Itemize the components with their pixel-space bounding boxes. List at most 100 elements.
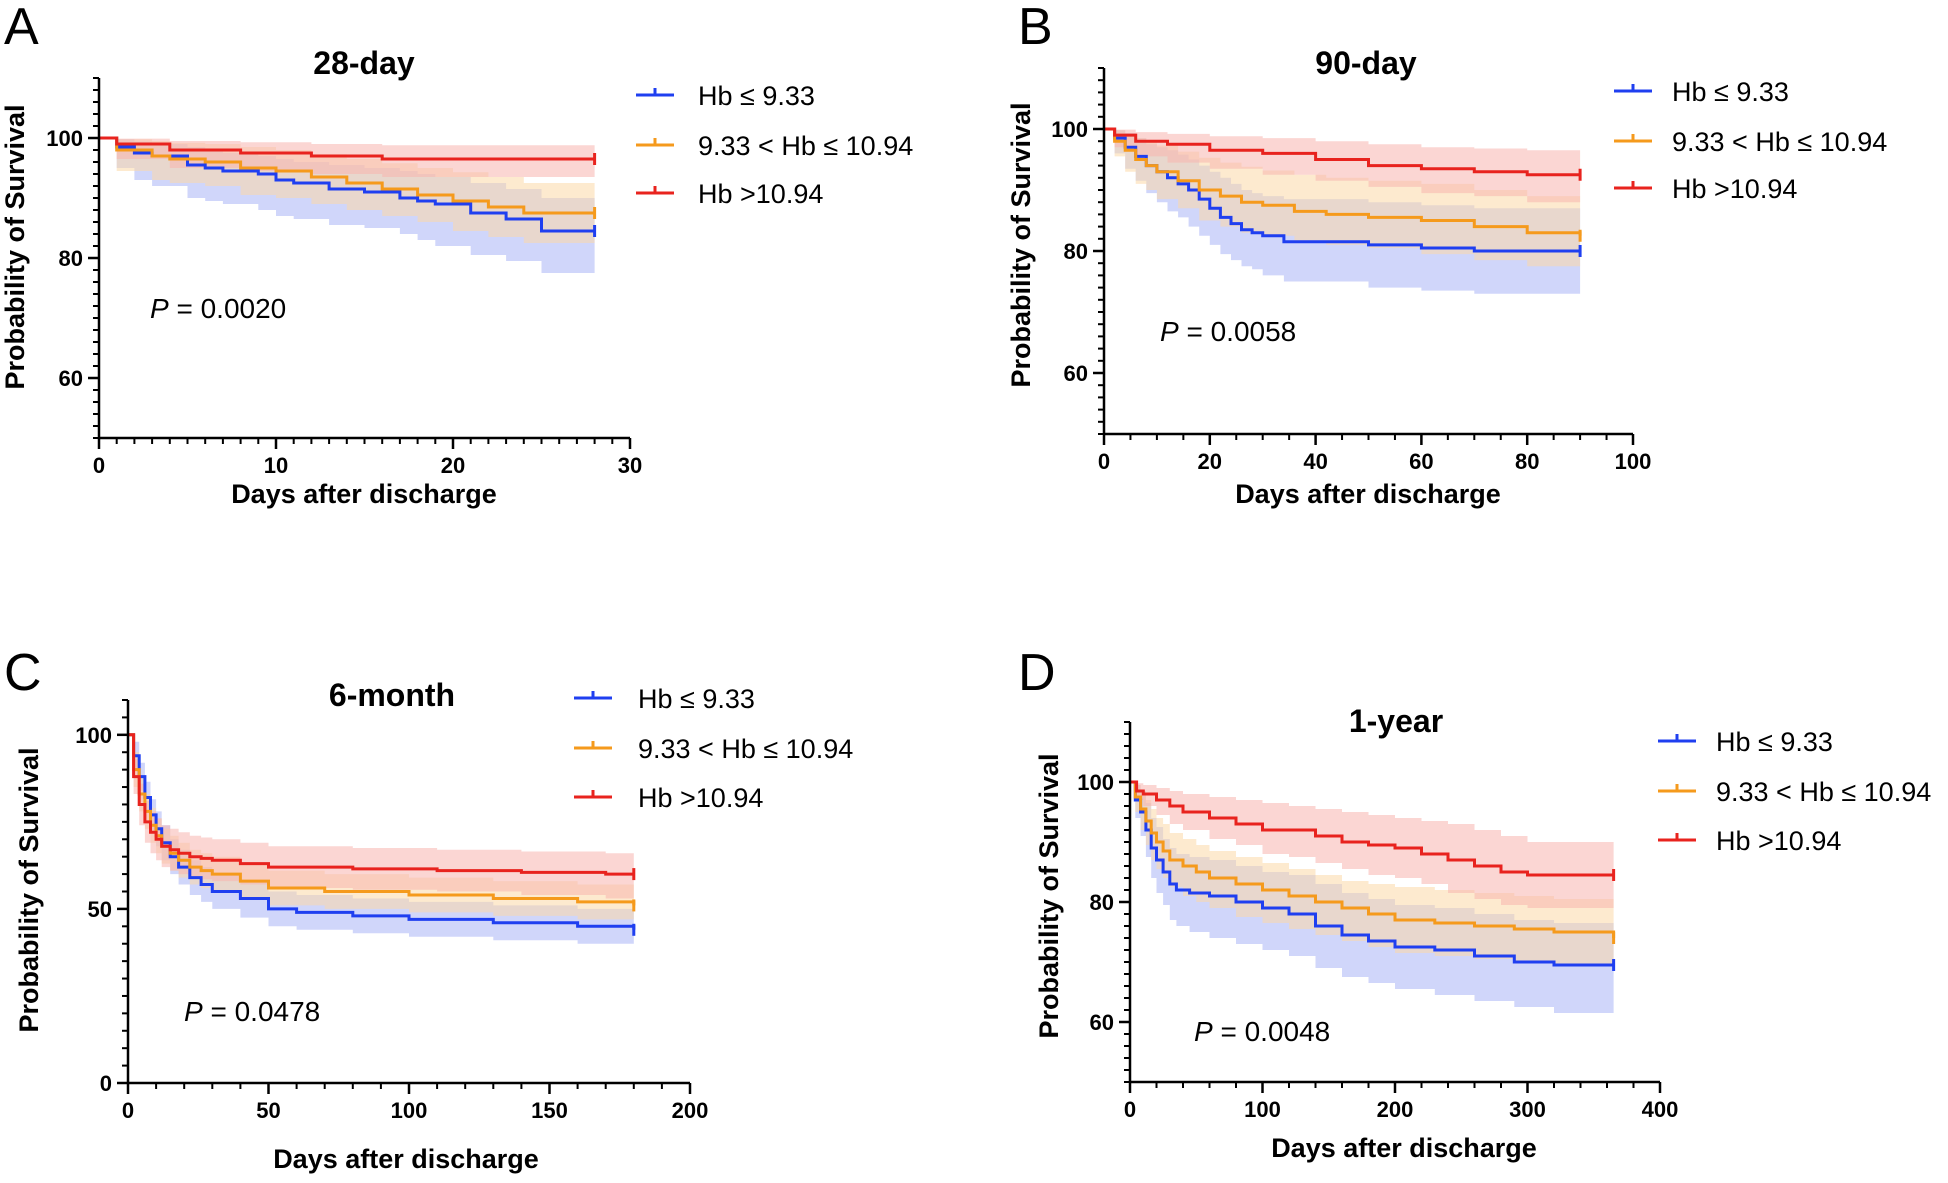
- y-axis-label-d: Probability of Survival: [1034, 753, 1064, 1038]
- legend-label-high-a: Hb >10.94: [698, 179, 823, 209]
- legend-label-mid-c: 9.33 < Hb ≤ 10.94: [638, 734, 853, 764]
- x-tick-label-b: 40: [1303, 449, 1327, 474]
- x-tick-label-d: 200: [1377, 1097, 1414, 1122]
- y-axis-label-b: Probability of Survival: [1006, 102, 1036, 387]
- legend-label-low-a: Hb ≤ 9.33: [698, 81, 815, 111]
- x-tick-label-c: 0: [122, 1098, 134, 1123]
- y-tick-label-c: 100: [75, 723, 112, 748]
- p-value-symbol-b: P: [1160, 316, 1179, 347]
- legend-a: Hb ≤ 9.33 9.33 < Hb ≤ 10.94 Hb >10.94: [636, 81, 913, 209]
- survival-curve-mid-b: [1104, 127, 1582, 236]
- x-tick-label-a: 30: [618, 453, 642, 478]
- x-axis-label-c: Days after discharge: [273, 1144, 539, 1174]
- legend-label-high-d: Hb >10.94: [1716, 826, 1841, 856]
- survival-curve-high-c: [128, 733, 634, 876]
- legend-d: Hb ≤ 9.33 9.33 < Hb ≤ 10.94 Hb >10.94: [1658, 727, 1931, 856]
- p-value-text-c: = 0.0478: [203, 996, 321, 1027]
- survival-curve-high-a: [99, 136, 595, 161]
- p-value-c: P = 0.0478: [184, 996, 320, 1027]
- ci-band-high-b: [1104, 129, 1581, 203]
- plot-area-b: [1104, 127, 1582, 294]
- x-tick-label-d: 300: [1509, 1097, 1546, 1122]
- legend-item-high-d: Hb >10.94: [1658, 826, 1841, 856]
- legend-item-low-a: Hb ≤ 9.33: [636, 81, 815, 111]
- survival-curve-mid-d: [1130, 780, 1616, 938]
- legend-label-mid-a: 9.33 < Hb ≤ 10.94: [698, 131, 913, 161]
- p-value-d: P = 0.0048: [1194, 1016, 1330, 1047]
- y-axis-label-c: Probability of Survival: [14, 747, 44, 1032]
- y-tick-label-b: 100: [1051, 117, 1088, 142]
- x-tick-label-d: 0: [1124, 1097, 1136, 1122]
- p-value-text-b: = 0.0058: [1179, 316, 1297, 347]
- panel-letter-c: C: [4, 644, 42, 702]
- p-value-b: P = 0.0058: [1160, 316, 1296, 347]
- legend-label-high-c: Hb >10.94: [638, 783, 763, 813]
- survival-curve-low-c: [128, 733, 636, 930]
- legend-label-low-d: Hb ≤ 9.33: [1716, 727, 1833, 757]
- panel-d: D 1-year 0 100 200 300 400 60 80 100 Days after…: [1018, 644, 1931, 1163]
- p-value-symbol-a: P: [150, 293, 169, 324]
- y-tick-label-a: 60: [59, 366, 83, 391]
- p-value-symbol-d: P: [1194, 1016, 1213, 1047]
- y-tick-label-c: 50: [88, 897, 112, 922]
- x-tick-label-a: 10: [264, 453, 288, 478]
- survival-curve-high-d: [1130, 780, 1614, 877]
- x-tick-label-c: 150: [531, 1098, 568, 1123]
- panel-a: A 28-day 0 10 20 30 60 80 100 Days after disch…: [0, 0, 913, 509]
- panel-letter-b: B: [1018, 0, 1053, 56]
- p-value-text-d: = 0.0048: [1213, 1016, 1331, 1047]
- legend-item-high-b: Hb >10.94: [1614, 174, 1797, 204]
- x-axis-label-b: Days after discharge: [1235, 479, 1501, 509]
- panel-b: B 90-day 0 20 40 60 80 100 60 80 100 Days after …: [1006, 0, 1887, 509]
- x-tick-label-b: 60: [1409, 449, 1433, 474]
- legend-item-mid-d: 9.33 < Hb ≤ 10.94: [1658, 777, 1931, 807]
- y-tick-label-b: 60: [1064, 361, 1088, 386]
- legend-label-mid-b: 9.33 < Hb ≤ 10.94: [1672, 127, 1887, 157]
- x-tick-label-b: 0: [1098, 449, 1110, 474]
- y-tick-label-d: 100: [1077, 770, 1114, 795]
- x-axis-label-d: Days after discharge: [1271, 1133, 1537, 1163]
- p-value-symbol-c: P: [184, 996, 203, 1027]
- legend-item-mid-c: 9.33 < Hb ≤ 10.94: [574, 734, 853, 764]
- axes-c: 0 50 100 150 200 0 50 100: [75, 699, 709, 1123]
- chart-title-a: 28-day: [313, 45, 415, 81]
- p-value-text-a: = 0.0020: [169, 293, 287, 324]
- legend-label-low-b: Hb ≤ 9.33: [1672, 77, 1789, 107]
- x-axis-label-a: Days after discharge: [231, 479, 497, 509]
- x-tick-label-c: 50: [256, 1098, 280, 1123]
- legend-item-low-d: Hb ≤ 9.33: [1658, 727, 1833, 757]
- legend-item-low-b: Hb ≤ 9.33: [1614, 77, 1789, 107]
- survival-curve-mid-a: [99, 136, 595, 215]
- ci-band-high-c: [128, 734, 634, 899]
- y-tick-label-b: 80: [1064, 239, 1088, 264]
- chart-title-c: 6-month: [329, 677, 455, 713]
- y-axis-label-a: Probability of Survival: [0, 104, 30, 389]
- x-tick-label-a: 20: [441, 453, 465, 478]
- y-tick-label-a: 100: [46, 126, 83, 151]
- x-tick-label-b: 80: [1515, 449, 1539, 474]
- x-tick-label-a: 0: [93, 453, 105, 478]
- chart-title-d: 1-year: [1349, 703, 1443, 739]
- panel-letter-a: A: [4, 0, 39, 56]
- plot-area-c: [128, 733, 636, 951]
- x-tick-label-b: 20: [1198, 449, 1222, 474]
- survival-curve-low-b: [1104, 127, 1581, 253]
- x-tick-label-c: 100: [391, 1098, 428, 1123]
- legend-item-mid-a: 9.33 < Hb ≤ 10.94: [636, 131, 913, 161]
- x-tick-label-d: 400: [1642, 1097, 1679, 1122]
- panel-letter-d: D: [1018, 644, 1056, 702]
- legend-label-high-b: Hb >10.94: [1672, 174, 1797, 204]
- axes-b: 0 20 40 60 80 100 60 80 100: [1051, 67, 1651, 474]
- x-tick-label-c: 200: [672, 1098, 709, 1123]
- x-tick-label-d: 100: [1244, 1097, 1281, 1122]
- legend-item-low-c: Hb ≤ 9.33: [574, 684, 755, 714]
- y-tick-label-a: 80: [59, 246, 83, 271]
- legend-item-high-c: Hb >10.94: [574, 783, 763, 813]
- legend-b: Hb ≤ 9.33 9.33 < Hb ≤ 10.94 Hb >10.94: [1614, 77, 1887, 204]
- legend-label-low-c: Hb ≤ 9.33: [638, 684, 755, 714]
- plot-area-a: [99, 136, 597, 273]
- y-tick-label-c: 0: [100, 1071, 112, 1096]
- survival-curve-high-b: [1104, 127, 1581, 177]
- plot-area-d: [1130, 780, 1616, 1013]
